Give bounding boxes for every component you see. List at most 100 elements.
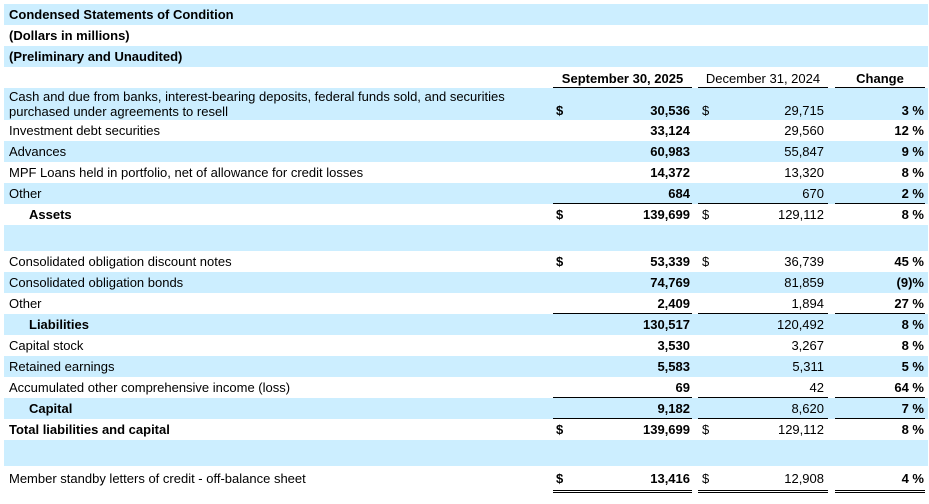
table-row: Member standby letters of credit - off-b… bbox=[4, 466, 928, 493]
subtotal-underline bbox=[698, 418, 828, 419]
change-value: 8 % bbox=[901, 338, 924, 353]
column-header-row: September 30, 2025 December 31, 2024 Cha… bbox=[4, 67, 928, 88]
subtitle-row: (Dollars in millions) bbox=[4, 25, 928, 46]
currency-symbol: $ bbox=[556, 422, 564, 437]
change-value: 8 % bbox=[901, 165, 924, 180]
change-value: 8 % bbox=[901, 207, 924, 222]
prior-value: 5,311 bbox=[792, 359, 824, 374]
subtitle-row: (Preliminary and Unaudited) bbox=[4, 46, 928, 67]
current-value: 3,530 bbox=[657, 338, 690, 353]
row-label: Capital bbox=[29, 401, 73, 416]
row-label: Total liabilities and capital bbox=[9, 422, 170, 437]
row-label: Assets bbox=[29, 207, 72, 222]
subtotal-underline bbox=[553, 313, 692, 314]
prior-value: 13,320 bbox=[784, 165, 824, 180]
subtotal-underline bbox=[835, 203, 925, 204]
row-label: Consolidated obligation discount notes bbox=[9, 254, 232, 269]
current-value: 684 bbox=[668, 186, 690, 201]
change-value: 8 % bbox=[901, 317, 924, 332]
header-underline bbox=[835, 87, 925, 88]
total-row-capital: Capital 9,182 8,620 7 % bbox=[4, 398, 928, 419]
currency-symbol: $ bbox=[702, 471, 710, 486]
change-value: 3 % bbox=[901, 103, 924, 118]
table-row: MPF Loans held in portfolio, net of allo… bbox=[4, 162, 928, 183]
subtotal-underline bbox=[835, 313, 925, 314]
units-note: (Dollars in millions) bbox=[9, 28, 130, 43]
table-row: Cash and due from banks, interest-bearin… bbox=[4, 88, 928, 120]
subtotal-underline bbox=[553, 397, 692, 398]
header-underline bbox=[698, 87, 828, 88]
change-value: 7 % bbox=[901, 401, 924, 416]
row-label: Investment debt securities bbox=[9, 123, 161, 138]
row-label: Liabilities bbox=[29, 317, 89, 332]
prior-value: 1,894 bbox=[791, 296, 824, 311]
currency-symbol: $ bbox=[556, 254, 564, 269]
subtotal-underline bbox=[553, 203, 692, 204]
prior-value: 36,739 bbox=[784, 254, 824, 269]
table-row: Advances 60,983 55,847 9 % bbox=[4, 141, 928, 162]
prior-value: 670 bbox=[802, 186, 824, 201]
prior-value: 129,112 bbox=[777, 207, 824, 222]
row-label: Other bbox=[9, 186, 42, 201]
current-value: 60,983 bbox=[650, 144, 690, 159]
change-value: (9)% bbox=[896, 275, 924, 290]
total-double-underline bbox=[698, 490, 828, 493]
currency-symbol: $ bbox=[702, 422, 710, 437]
change-value: 8 % bbox=[901, 422, 924, 437]
table-row: Other 684 670 2 % bbox=[4, 183, 928, 204]
row-label: Retained earnings bbox=[9, 359, 115, 374]
col-header-change: Change bbox=[856, 71, 904, 86]
table-row: Capital stock 3,530 3,267 8 % bbox=[4, 335, 928, 356]
change-value: 64 % bbox=[894, 380, 924, 395]
currency-symbol: $ bbox=[556, 471, 564, 486]
change-value: 9 % bbox=[901, 144, 924, 159]
current-value: 130,517 bbox=[643, 317, 690, 332]
currency-symbol: $ bbox=[556, 207, 564, 222]
current-value: 2,409 bbox=[657, 296, 690, 311]
row-label: Accumulated other comprehensive income (… bbox=[9, 380, 291, 395]
prior-value: 12,908 bbox=[784, 471, 824, 486]
change-value: 27 % bbox=[894, 296, 924, 311]
current-value: 53,339 bbox=[650, 254, 690, 269]
total-row-liabilities: Liabilities 130,517 120,492 8 % bbox=[4, 314, 928, 335]
spacer-row bbox=[4, 225, 928, 251]
spacer-row bbox=[4, 440, 928, 466]
prior-value: 3,267 bbox=[791, 338, 824, 353]
row-label: Member standby letters of credit - off-b… bbox=[9, 471, 306, 486]
header-underline bbox=[553, 87, 692, 88]
table-row: Other 2,409 1,894 27 % bbox=[4, 293, 928, 314]
current-value: 69 bbox=[675, 380, 690, 395]
current-value: 33,124 bbox=[650, 123, 690, 138]
prior-value: 29,715 bbox=[784, 103, 824, 118]
row-label: MPF Loans held in portfolio, net of allo… bbox=[9, 165, 364, 180]
current-value: 14,372 bbox=[650, 165, 690, 180]
row-label: Cash and due from banks, interest-bearin… bbox=[9, 89, 505, 119]
row-label: Consolidated obligation bonds bbox=[9, 275, 184, 290]
subtotal-underline bbox=[553, 418, 692, 419]
col-header-current: September 30, 2025 bbox=[561, 71, 684, 86]
currency-symbol: $ bbox=[702, 103, 710, 118]
change-value: 4 % bbox=[901, 471, 924, 486]
table-row: Consolidated obligation bonds 74,769 81,… bbox=[4, 272, 928, 293]
currency-symbol: $ bbox=[702, 207, 710, 222]
prior-value: 129,112 bbox=[777, 422, 824, 437]
change-value: 2 % bbox=[901, 186, 924, 201]
row-label: Capital stock bbox=[9, 338, 84, 353]
title-row: Condensed Statements of Condition bbox=[4, 4, 928, 25]
table-row: Retained earnings 5,583 5,311 5 % bbox=[4, 356, 928, 377]
total-double-underline bbox=[835, 490, 925, 493]
table-row: Accumulated other comprehensive income (… bbox=[4, 377, 928, 398]
row-label: Other bbox=[9, 296, 42, 311]
subtotal-underline bbox=[698, 203, 828, 204]
prior-value: 8,620 bbox=[791, 401, 824, 416]
subtotal-underline bbox=[698, 397, 828, 398]
current-value: 139,699 bbox=[643, 207, 690, 222]
prior-value: 29,560 bbox=[784, 123, 824, 138]
prior-value: 42 bbox=[809, 380, 824, 395]
subtotal-underline bbox=[698, 313, 828, 314]
current-value: 13,416 bbox=[650, 471, 690, 486]
prior-value: 120,492 bbox=[777, 317, 824, 332]
current-value: 5,583 bbox=[657, 359, 690, 374]
currency-symbol: $ bbox=[702, 254, 710, 269]
total-double-underline bbox=[553, 490, 692, 493]
